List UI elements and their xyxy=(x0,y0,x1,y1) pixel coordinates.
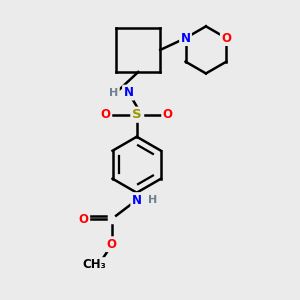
Text: N: N xyxy=(181,32,190,45)
Text: O: O xyxy=(221,32,231,45)
Text: H: H xyxy=(148,195,158,205)
Text: O: O xyxy=(101,108,111,121)
Text: N: N xyxy=(124,86,134,99)
Text: O: O xyxy=(107,238,117,251)
Text: H: H xyxy=(109,88,119,98)
Text: O: O xyxy=(79,213,89,226)
Text: N: N xyxy=(132,194,142,207)
Text: S: S xyxy=(132,108,142,121)
Text: CH₃: CH₃ xyxy=(82,258,106,271)
Text: O: O xyxy=(163,108,173,121)
